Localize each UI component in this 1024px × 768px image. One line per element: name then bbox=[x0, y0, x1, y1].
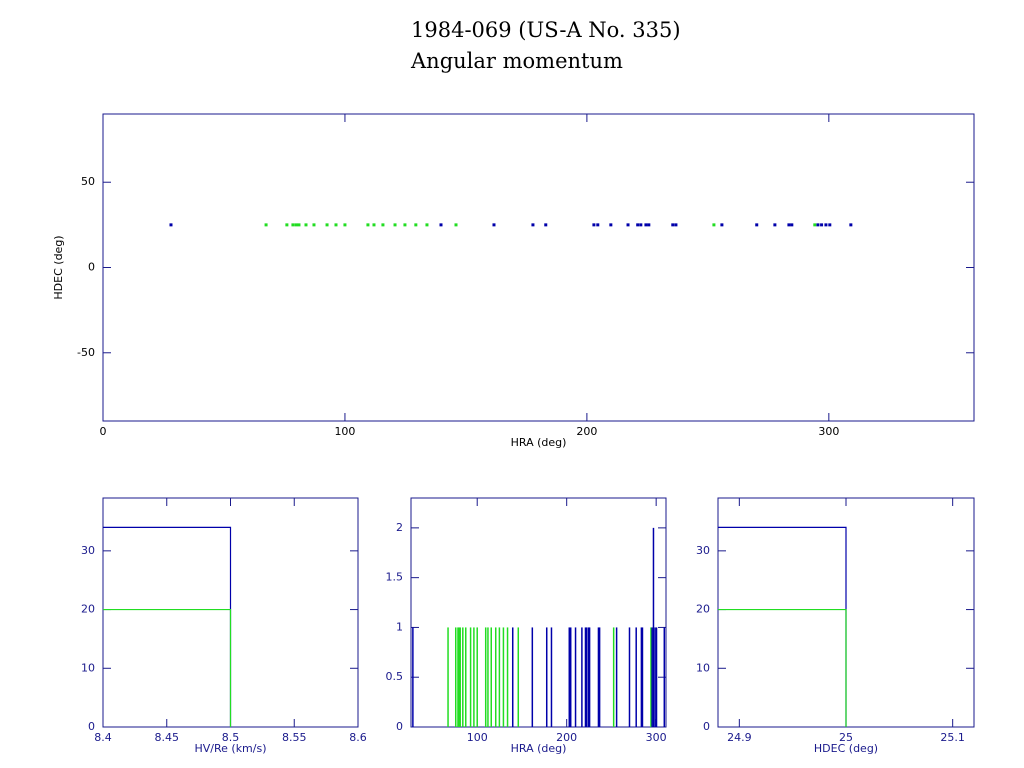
point bbox=[334, 223, 338, 227]
point bbox=[312, 223, 316, 227]
point bbox=[647, 223, 651, 227]
subtitle: Angular momentum bbox=[410, 49, 623, 73]
y-tick-label: 10 bbox=[81, 661, 95, 674]
x-tick-label: 300 bbox=[818, 425, 839, 438]
title: 1984-069 (US-A No. 335) bbox=[411, 18, 681, 42]
point bbox=[787, 223, 791, 227]
point bbox=[366, 223, 370, 227]
point bbox=[816, 223, 820, 227]
point bbox=[644, 223, 648, 227]
point bbox=[674, 223, 678, 227]
point bbox=[297, 223, 301, 227]
point bbox=[544, 223, 548, 227]
point bbox=[531, 223, 535, 227]
point bbox=[372, 223, 376, 227]
point bbox=[773, 223, 777, 227]
histogram-step bbox=[103, 608, 232, 727]
point bbox=[403, 223, 407, 227]
y-axis-label: HDEC (deg) bbox=[52, 235, 65, 299]
point bbox=[393, 223, 397, 227]
plot-frame bbox=[410, 497, 667, 728]
point bbox=[626, 223, 630, 227]
point bbox=[824, 223, 828, 227]
point bbox=[755, 223, 759, 227]
x-axis-label: HRA (deg) bbox=[511, 742, 567, 755]
x-tick-label: 8.6 bbox=[349, 731, 367, 744]
point bbox=[492, 223, 496, 227]
histogram-step bbox=[718, 526, 847, 727]
x-tick-label: 200 bbox=[556, 731, 577, 744]
x-tick-label: 100 bbox=[467, 731, 488, 744]
x-tick-label: 0 bbox=[100, 425, 107, 438]
histogram-step bbox=[718, 608, 847, 727]
point bbox=[849, 223, 853, 227]
point bbox=[720, 223, 724, 227]
point bbox=[381, 223, 385, 227]
x-tick-label: 8.55 bbox=[282, 731, 307, 744]
plot-frame bbox=[102, 113, 975, 422]
point bbox=[609, 223, 613, 227]
y-tick-label: 2 bbox=[396, 521, 403, 534]
point bbox=[636, 223, 640, 227]
y-tick-label: 50 bbox=[81, 175, 95, 188]
x-tick-label: 25 bbox=[839, 731, 853, 744]
point bbox=[596, 223, 600, 227]
y-tick-label: 1 bbox=[396, 620, 403, 633]
x-tick-label: 8.5 bbox=[222, 731, 240, 744]
x-tick-label: 8.4 bbox=[94, 731, 112, 744]
point bbox=[671, 223, 675, 227]
point bbox=[712, 223, 716, 227]
point bbox=[439, 223, 443, 227]
x-tick-label: 8.45 bbox=[155, 731, 180, 744]
y-tick-label: 30 bbox=[696, 544, 710, 557]
y-tick-label: -50 bbox=[77, 346, 95, 359]
histogram-step bbox=[103, 526, 232, 727]
y-tick-label: 10 bbox=[696, 661, 710, 674]
point bbox=[304, 223, 308, 227]
y-tick-label: 0 bbox=[396, 720, 403, 733]
point bbox=[813, 223, 817, 227]
x-axis-label: HV/Re (km/s) bbox=[194, 742, 266, 755]
y-tick-label: 0 bbox=[88, 720, 95, 733]
point bbox=[169, 223, 173, 227]
point bbox=[828, 223, 832, 227]
y-tick-label: 0.5 bbox=[386, 670, 404, 683]
y-tick-label: 1.5 bbox=[386, 571, 404, 584]
x-tick-label: 100 bbox=[334, 425, 355, 438]
x-tick-label: 25.1 bbox=[940, 731, 965, 744]
x-axis-label: HRA (deg) bbox=[511, 436, 567, 449]
x-axis-label: HDEC (deg) bbox=[814, 742, 878, 755]
point bbox=[264, 223, 268, 227]
point bbox=[291, 223, 295, 227]
y-tick-label: 20 bbox=[696, 603, 710, 616]
y-tick-label: 20 bbox=[81, 603, 95, 616]
point bbox=[639, 223, 643, 227]
point bbox=[414, 223, 418, 227]
point bbox=[820, 223, 824, 227]
point bbox=[325, 223, 329, 227]
point bbox=[592, 223, 596, 227]
point bbox=[285, 223, 289, 227]
point bbox=[343, 223, 347, 227]
point bbox=[790, 223, 794, 227]
point bbox=[454, 223, 458, 227]
x-tick-label: 300 bbox=[646, 731, 667, 744]
x-tick-label: 200 bbox=[576, 425, 597, 438]
y-tick-label: 0 bbox=[703, 720, 710, 733]
point bbox=[294, 223, 298, 227]
point bbox=[425, 223, 429, 227]
y-tick-label: 30 bbox=[81, 544, 95, 557]
y-tick-label: 0 bbox=[88, 261, 95, 274]
x-tick-label: 24.9 bbox=[727, 731, 752, 744]
